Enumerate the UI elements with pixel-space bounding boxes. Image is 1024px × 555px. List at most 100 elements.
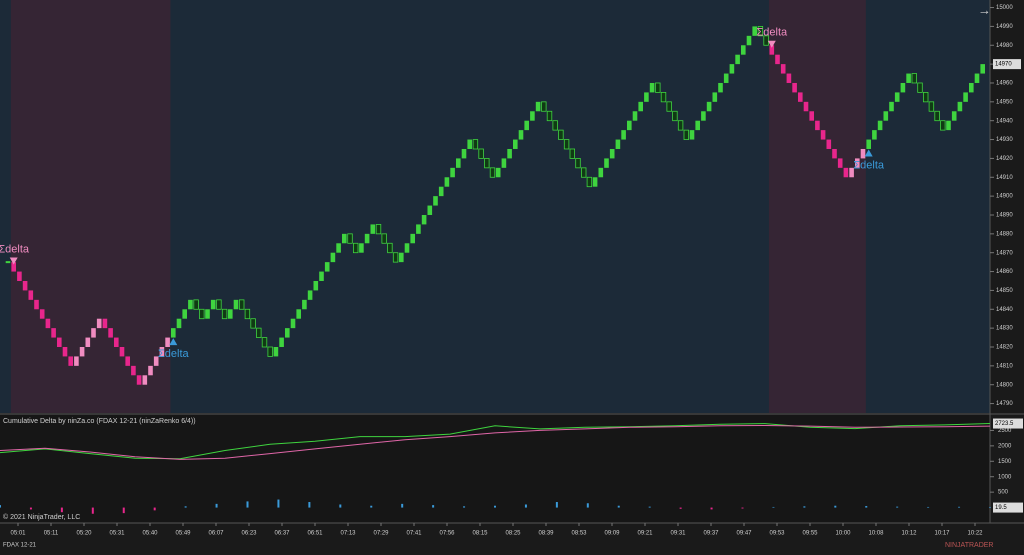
brick [780,64,786,74]
brick [216,299,222,310]
brick [171,328,176,338]
brick [632,111,638,121]
brick [91,328,96,338]
brick [980,64,985,74]
signal-label: Σdelta [853,159,885,171]
indicator-title: Cumulative Delta by ninZa.co (FDAX 12-21… [3,418,196,425]
brick [159,346,165,357]
brick [951,111,957,121]
x-tick-label: 05:31 [109,531,125,537]
brick [256,327,262,338]
brick [655,82,661,93]
brick [444,177,450,187]
x-tick-label: 05:49 [175,531,191,537]
brick [507,148,512,159]
histogram-bar [91,507,94,514]
brick [752,26,757,36]
brick [615,139,621,149]
histogram-bar [586,503,589,508]
brick [28,290,34,300]
x-tick-label: 10:00 [835,531,851,537]
histogram-bar [896,506,899,508]
brick [450,167,455,178]
brick [370,224,376,234]
histogram-bar [494,505,496,508]
brick [843,167,849,178]
brick [233,299,239,310]
histogram-bar [0,505,1,508]
histogram-bar [122,507,125,514]
y-tick-label: 14820 [996,345,1013,351]
brick [478,148,484,159]
brick [775,54,780,65]
brick [746,35,752,46]
brick [928,101,935,112]
brick [798,92,803,102]
brick [575,158,581,169]
y-tick-label: 14910 [996,175,1013,181]
x-tick-label: 08:53 [571,531,587,537]
sell-signal [9,257,18,265]
brick [877,120,883,131]
sell-signal [767,40,776,48]
x-tick-label: 09:37 [703,531,719,537]
brick [285,328,290,338]
brick [598,167,604,178]
brick [153,356,159,366]
brick [530,111,535,121]
brick [22,280,28,291]
brick [17,271,22,281]
brick [592,177,598,187]
brick [757,26,764,37]
brick [165,337,170,347]
brick [889,101,894,112]
y-tick-label: 14870 [996,250,1013,256]
copyright: © 2021 NinjaTrader, LLC [3,513,80,521]
brick [769,45,775,55]
brick [558,129,564,140]
brick [701,111,706,121]
brick [741,45,746,55]
brick [307,290,313,300]
brick [51,328,56,338]
brick [906,73,911,83]
arrow-icon[interactable]: → [978,2,991,17]
brick [114,337,119,347]
brick [467,139,472,149]
histogram-bar [989,506,991,508]
y-tick-label: 14810 [996,363,1013,369]
histogram-bar [60,507,63,513]
histogram-bar [401,503,404,508]
brick [261,337,268,348]
histogram-bar [555,502,558,508]
x-tick-label: 05:20 [76,531,92,537]
brick [381,233,387,244]
brick [142,375,148,385]
brick [250,318,256,329]
brick [552,120,558,131]
brick [221,308,228,320]
brick [74,356,79,366]
brick [416,224,421,234]
brick [894,92,900,102]
y-tick-label: 14860 [996,269,1013,275]
brick [627,120,632,131]
brick [359,243,364,253]
brick [604,158,609,168]
brick [569,148,575,159]
brick [34,299,39,310]
brick [917,82,923,93]
brick [336,243,341,253]
signal-label: Σdelta [756,27,788,39]
last-histogram: 19.5 [995,505,1007,511]
histogram-bar [370,505,373,508]
brick [581,167,587,178]
x-tick-label: 05:40 [142,531,158,537]
brick [837,158,843,168]
buy-signal [864,149,873,157]
brick [786,73,792,83]
brick [392,252,399,263]
brick [472,139,479,150]
histogram-bar [865,506,868,508]
brick [649,82,655,93]
